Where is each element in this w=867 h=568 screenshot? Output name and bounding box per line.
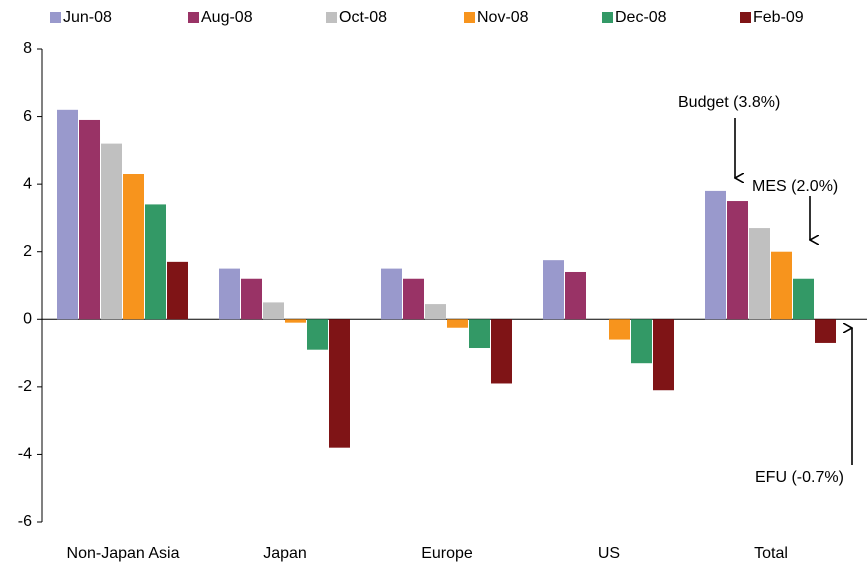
y-tick-label: -6 bbox=[18, 513, 32, 530]
bar bbox=[329, 319, 350, 448]
y-tick-label: 0 bbox=[23, 311, 32, 328]
y-tick-label: -4 bbox=[18, 446, 32, 463]
annotation: MES (2.0%) bbox=[752, 178, 838, 195]
bar bbox=[307, 319, 328, 350]
bar bbox=[491, 319, 512, 384]
legend-swatch bbox=[464, 12, 475, 23]
bar bbox=[705, 190, 726, 320]
bar bbox=[57, 109, 78, 320]
x-tick-label: US bbox=[598, 545, 620, 562]
y-tick-label: 6 bbox=[23, 108, 32, 125]
bar bbox=[815, 319, 836, 343]
y-tick-label: -2 bbox=[18, 378, 32, 395]
bar bbox=[145, 204, 166, 320]
bar bbox=[101, 143, 122, 320]
bar bbox=[425, 304, 446, 320]
x-tick-label: Europe bbox=[421, 545, 473, 562]
bar bbox=[241, 278, 262, 320]
legend-label: Oct-08 bbox=[339, 9, 387, 26]
x-tick-label: Japan bbox=[263, 545, 307, 562]
bar bbox=[771, 251, 792, 320]
legend-swatch bbox=[188, 12, 199, 23]
legend-label: Jun-08 bbox=[63, 9, 112, 26]
annotation: EFU (-0.7%) bbox=[755, 469, 844, 486]
legend-swatch bbox=[50, 12, 61, 23]
annotation: Budget (3.8%) bbox=[678, 94, 780, 111]
legend-label: Nov-08 bbox=[477, 9, 529, 26]
bar bbox=[219, 268, 240, 320]
bar bbox=[263, 302, 284, 320]
plot-area: -6 -4 -2 0 2 4 6 8 Non-Japan Asia Japan Europe US To… bbox=[18, 9, 867, 562]
bar bbox=[123, 174, 144, 320]
bar bbox=[793, 278, 814, 320]
bar bbox=[403, 278, 424, 320]
bar bbox=[447, 319, 468, 328]
y-tick-label: 4 bbox=[23, 175, 32, 192]
bar bbox=[543, 260, 564, 320]
bar bbox=[631, 319, 652, 364]
x-tick-label: Non-Japan Asia bbox=[67, 545, 180, 562]
bar bbox=[727, 201, 748, 320]
bar bbox=[565, 271, 586, 320]
y-tick-label: 2 bbox=[23, 243, 32, 260]
bar bbox=[653, 319, 674, 391]
bar bbox=[609, 319, 630, 340]
legend-swatch bbox=[326, 12, 337, 23]
bar bbox=[469, 319, 490, 349]
bar bbox=[79, 119, 100, 320]
bar bbox=[749, 228, 770, 320]
legend-label: Aug-08 bbox=[201, 9, 253, 26]
bar bbox=[381, 268, 402, 320]
bar bbox=[167, 261, 188, 320]
legend-swatch bbox=[740, 12, 751, 23]
bar bbox=[285, 319, 306, 323]
legend-swatch bbox=[602, 12, 613, 23]
legend-label: Dec-08 bbox=[615, 9, 667, 26]
legend-label: Feb-09 bbox=[753, 9, 804, 26]
x-tick-label: Total bbox=[754, 545, 788, 562]
y-tick-label: 8 bbox=[23, 40, 32, 57]
